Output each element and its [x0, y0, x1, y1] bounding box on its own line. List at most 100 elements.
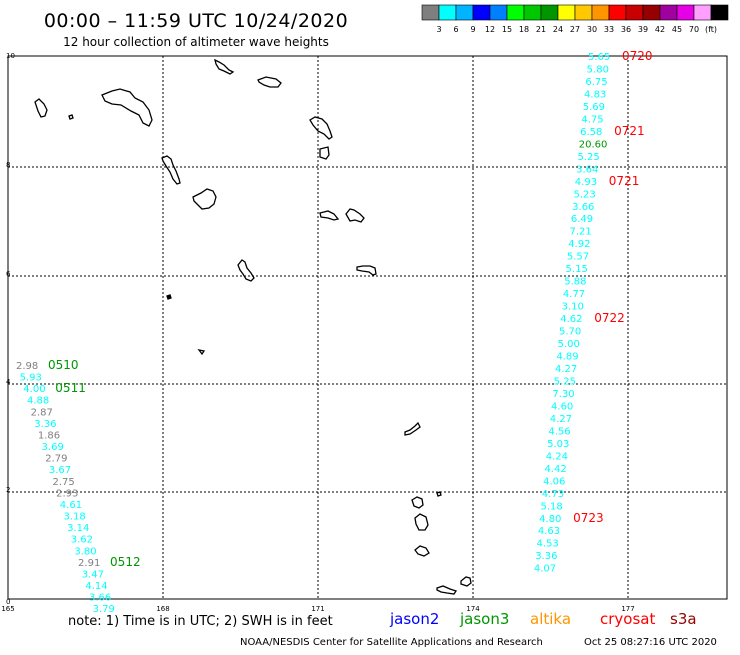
swh-reading: 3.64	[576, 164, 598, 175]
time-label: 0722	[594, 311, 625, 325]
time-label: 0721	[609, 174, 640, 188]
swh-reading: 4.61	[60, 500, 82, 511]
swh-reading: 4.06	[543, 476, 565, 487]
swh-reading: 5.23	[573, 189, 595, 200]
x-tick-label: 168	[156, 605, 169, 613]
legend-label: 18	[519, 25, 529, 34]
island-outline	[414, 513, 429, 531]
map-subtitle: 12 hour collection of altimeter wave hei…	[63, 35, 329, 49]
swh-reading: 2.87	[31, 407, 53, 418]
swh-reading: 3.66	[572, 202, 594, 213]
y-tick-label: 4	[6, 378, 11, 386]
swh-reading: 5.80	[587, 64, 609, 75]
legend-label: 15	[502, 25, 512, 34]
time-label: 0723	[573, 511, 604, 525]
satellite-name: jason3	[459, 610, 509, 628]
swh-reading: 5.18	[540, 501, 562, 512]
swh-reading: 4.63	[538, 526, 560, 537]
island-outline	[436, 491, 442, 497]
island-outline	[411, 496, 424, 509]
swh-reading: 4.89	[556, 352, 578, 363]
legend-swatch	[608, 4, 627, 21]
legend-swatch	[455, 4, 474, 21]
legend-label: 21	[536, 25, 546, 34]
legend-label: 9	[470, 25, 475, 34]
island-outline	[161, 155, 181, 185]
island-outline	[345, 208, 365, 223]
swh-reading: 4.56	[548, 426, 570, 437]
x-tick-label: 177	[621, 605, 634, 613]
swh-reading: 3.36	[535, 551, 557, 562]
swh-reading: 4.00	[23, 384, 45, 395]
legend-label: 30	[587, 25, 597, 34]
time-label: 0511	[55, 381, 86, 395]
island-outline	[309, 116, 333, 140]
legend-label: 45	[672, 25, 682, 34]
footer-credit: NOAA/NESDIS Center for Satellite Applica…	[240, 637, 543, 648]
swh-reading: 4.53	[537, 539, 559, 550]
island-outline	[319, 146, 330, 160]
island-outline	[356, 265, 377, 276]
swh-reading: 3.47	[82, 569, 104, 580]
swh-reading: 3.36	[34, 419, 56, 430]
swh-reading: 5.69	[583, 102, 605, 113]
swh-reading: 6.75	[585, 77, 607, 88]
swh-reading: 4.27	[550, 414, 572, 425]
swh-reading: 4.73	[542, 489, 564, 500]
swh-reading: 4.77	[563, 289, 585, 300]
y-tick-label: 2	[6, 486, 10, 494]
footer-timestamp: Oct 25 08:27:16 UTC 2020	[584, 637, 717, 648]
swh-reading: 4.07	[534, 564, 556, 575]
legend-swatch	[676, 4, 695, 21]
map-title: 00:00 – 11:59 UTC 10/24/2020	[44, 10, 348, 32]
legend-swatch	[421, 4, 440, 21]
swh-reading: 20.60	[579, 139, 608, 150]
legend-swatch	[489, 4, 508, 21]
island-outline	[214, 58, 235, 75]
island-outline	[319, 210, 340, 221]
time-label: 0721	[614, 124, 645, 138]
swh-reading: 4.62	[560, 314, 582, 325]
legend-label: 33	[604, 25, 614, 34]
swh-reading: 2.91	[78, 558, 100, 569]
satellite-track-left: 2.985.934.004.882.873.361.863.692.793.67…	[16, 358, 141, 615]
island-outline	[414, 545, 430, 557]
y-tick-label: 8	[6, 161, 10, 169]
island-outline	[257, 76, 282, 88]
y-tick-label: 0	[6, 598, 10, 606]
satellite-name: jason2	[389, 610, 439, 628]
plot-frame	[7, 55, 728, 600]
swh-reading: 3.80	[74, 546, 96, 557]
swh-reading: 1.86	[38, 430, 60, 441]
swh-reading: 4.92	[568, 239, 590, 250]
legend-swatch	[625, 4, 644, 21]
legend-swatch	[574, 4, 593, 21]
swh-reading: 5.65	[588, 52, 610, 63]
y-tick-label: 10	[6, 52, 15, 60]
swh-reading: 4.60	[551, 401, 573, 412]
swh-reading: 4.93	[575, 177, 597, 188]
legend-swatch	[506, 4, 525, 21]
legend-label: (ft)	[705, 25, 717, 34]
swh-reading: 5.00	[558, 339, 580, 350]
legend-swatch	[642, 4, 661, 21]
swh-reading: 5.03	[547, 439, 569, 450]
legend-swatch	[591, 4, 610, 21]
island-outline	[404, 421, 421, 436]
legend-label: 27	[570, 25, 580, 34]
time-label: 0512	[110, 555, 141, 569]
legend-swatch	[659, 4, 678, 21]
legend-swatch	[693, 4, 712, 21]
legend-swatch	[438, 4, 457, 21]
x-tick-label: 165	[1, 605, 14, 613]
swh-reading: 3.62	[71, 535, 93, 546]
swh-reading: 4.42	[544, 464, 566, 475]
time-label: 0720	[622, 49, 653, 63]
swh-reading: 5.88	[564, 277, 586, 288]
island-outline	[166, 294, 172, 300]
swh-reading: 5.93	[20, 373, 42, 384]
swh-reading: 3.66	[89, 593, 111, 604]
legend-label: 70	[689, 25, 699, 34]
